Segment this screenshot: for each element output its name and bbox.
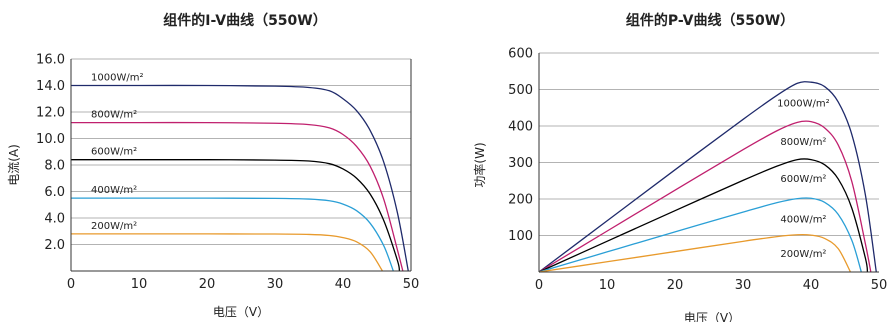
pv-series-line xyxy=(538,81,877,273)
pv-series-label: 800W/m² xyxy=(780,137,826,148)
iv-y-tick-label: 4.0 xyxy=(44,212,65,227)
pv-y-tick-label: 500 xyxy=(508,83,533,98)
iv-y-tick-label: 14.0 xyxy=(36,79,65,94)
pv-y-tick-label: 100 xyxy=(508,229,533,244)
pv-series-line xyxy=(538,197,862,273)
iv-y-tick-label: 16.0 xyxy=(36,53,65,68)
iv-y-tick-label: 2.0 xyxy=(44,238,65,253)
pv-series-line xyxy=(538,233,852,273)
iv-series-label: 800W/m² xyxy=(91,110,137,121)
iv-series-label: 600W/m² xyxy=(91,147,137,158)
iv-x-tick-label: 0 xyxy=(67,277,75,292)
pv-series-label-bg xyxy=(778,213,829,226)
iv-series-label: 1000W/m² xyxy=(91,73,143,84)
pv-series-label-bg xyxy=(778,135,829,148)
pv-series-label: 400W/m² xyxy=(780,215,826,226)
iv-y-tick-label: 12.0 xyxy=(36,106,65,121)
iv-series-line xyxy=(71,159,401,272)
pv-x-tick-label: 40 xyxy=(803,278,820,293)
iv-series-label: 200W/m² xyxy=(91,221,137,232)
iv-chart-title: 组件的I-V曲线（550W） xyxy=(163,12,327,29)
pv-series-label-bg xyxy=(778,247,829,260)
pv-series-label: 200W/m² xyxy=(780,249,826,260)
pv-chart-title: 组件的P-V曲线（550W） xyxy=(626,12,794,29)
iv-y-tick-label: 8.0 xyxy=(44,159,65,174)
pv-series-label: 1000W/m² xyxy=(777,99,829,110)
pv-x-tick-label: 30 xyxy=(735,278,752,293)
iv-x-tick-label: 30 xyxy=(267,277,284,292)
pv-series-line xyxy=(538,120,872,273)
iv-x-tick-label: 20 xyxy=(199,277,216,292)
pv-x-axis-label: 电压（V） xyxy=(684,311,740,322)
iv-y-tick-label: 10.0 xyxy=(36,132,65,147)
iv-x-axis-label: 电压（V） xyxy=(213,305,269,319)
pv-series-label: 600W/m² xyxy=(780,174,826,185)
iv-series-line xyxy=(71,121,404,272)
pv-x-tick-label: 10 xyxy=(599,278,616,293)
iv-y-axis-label: 电流(A) xyxy=(7,144,21,186)
iv-x-tick-label: 40 xyxy=(335,277,352,292)
pv-series-label-bg xyxy=(775,97,832,110)
pv-chart: 组件的P-V曲线（550W） 功率(W) 电压（V） 1002003004005… xyxy=(472,12,887,322)
pv-x-tick-label: 0 xyxy=(535,278,543,293)
iv-series-label: 400W/m² xyxy=(91,185,137,196)
iv-x-tick-label: 10 xyxy=(131,277,148,292)
iv-series-line xyxy=(70,84,409,272)
pv-y-tick-label: 600 xyxy=(508,47,533,62)
pv-series-label-bg xyxy=(778,173,829,186)
iv-y-tick-label: 6.0 xyxy=(44,185,65,200)
iv-series-line xyxy=(70,233,383,272)
iv-series-line xyxy=(71,197,394,272)
pv-y-axis-label: 功率(W) xyxy=(472,142,487,187)
iv-x-tick-label: 50 xyxy=(403,277,420,292)
pv-y-tick-label: 300 xyxy=(508,156,533,171)
pv-x-tick-label: 50 xyxy=(871,278,887,293)
pv-series-line xyxy=(538,158,869,273)
pv-x-tick-label: 20 xyxy=(667,278,684,293)
pv-y-tick-label: 400 xyxy=(508,120,533,135)
iv-chart: 组件的I-V曲线（550W） 电流(A) 电压（V） 2.0 4.0 6.0 8.0 1… xyxy=(7,12,419,319)
pv-y-tick-label: 200 xyxy=(508,193,533,208)
